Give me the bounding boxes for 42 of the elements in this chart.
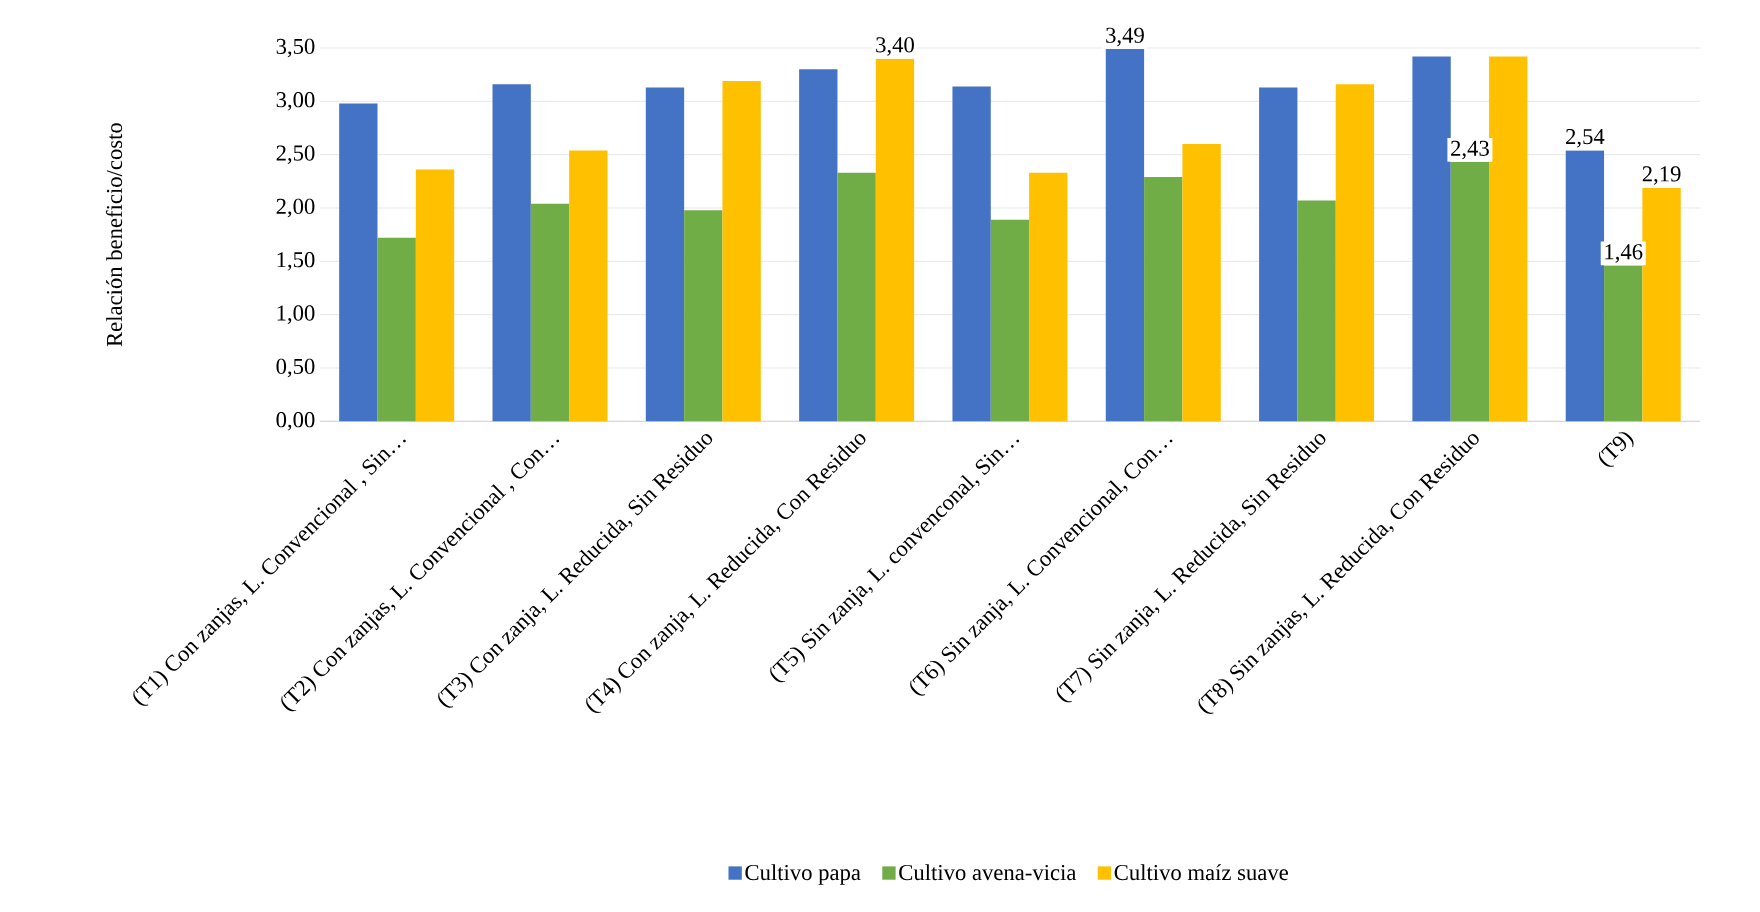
y-tick-label: 1,00 (277, 305, 315, 324)
y-tick-label: 3,00 (276, 92, 315, 111)
y-tick-label: 1,50 (277, 252, 315, 271)
bar (645, 87, 685, 422)
bar (990, 219, 1030, 422)
bar (1489, 56, 1528, 422)
y-tick-label: 0,00 (276, 412, 315, 431)
y-tick-label: 3,50 (276, 38, 315, 58)
bar (1144, 177, 1183, 422)
bar (492, 84, 531, 422)
data-label: 2,43 (1451, 140, 1489, 160)
bar (530, 203, 570, 422)
bar (1642, 187, 1681, 422)
bar (799, 69, 838, 422)
bar (1029, 172, 1068, 422)
bar (1565, 150, 1605, 422)
y-tick-label: 2,50 (276, 145, 315, 164)
bar (377, 237, 416, 422)
data-label: 3,49 (1106, 27, 1144, 47)
bar (1335, 84, 1375, 422)
bar (415, 169, 455, 422)
bar (837, 172, 876, 422)
bar (569, 150, 608, 422)
bar (684, 210, 723, 422)
bar (722, 81, 761, 422)
bar (339, 103, 378, 422)
legend-label: Cultivo avena-vicia (899, 864, 1077, 881)
x-tick-label: (T9) (1598, 432, 1634, 467)
bar (952, 86, 991, 422)
bar (1182, 143, 1221, 422)
y-tick-label: 0,50 (276, 358, 315, 378)
legend-label: Cultivo papa (745, 864, 861, 885)
data-label: 3,40 (876, 37, 914, 56)
bar (1259, 87, 1298, 422)
data-label: 1,46 (1605, 244, 1643, 263)
data-label: 2,19 (1642, 166, 1681, 185)
bar (1412, 56, 1451, 422)
data-label: 2,54 (1566, 128, 1605, 148)
legend-label: Cultivo maíz suave (1114, 864, 1288, 881)
bar (1297, 200, 1336, 422)
y-tick-label: 2,00 (276, 198, 315, 218)
y-axis-title: Relación beneficio/costo (105, 123, 123, 347)
